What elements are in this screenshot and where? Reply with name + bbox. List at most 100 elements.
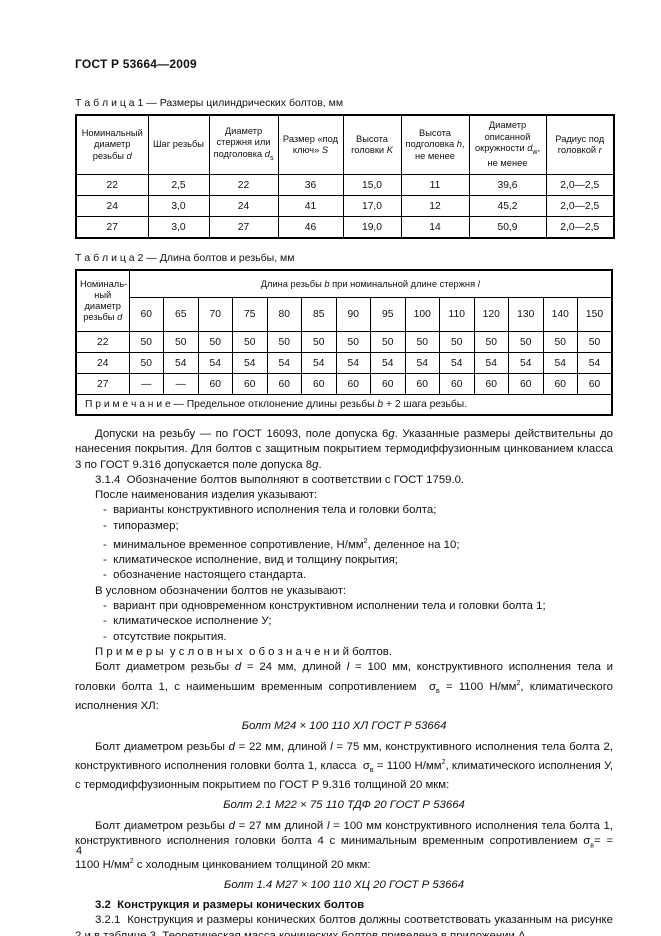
table1-header-cell: Диаметр описанной окружности dw, не мене… bbox=[468, 114, 547, 175]
table2-cell: 50 bbox=[128, 352, 164, 374]
table2-cell: 50 bbox=[335, 331, 371, 353]
table2-diameter-cell: 24 bbox=[75, 352, 130, 374]
table1-cell: 45,2 bbox=[468, 195, 547, 217]
table2-cell: 50 bbox=[577, 331, 613, 353]
examples-heading: П р и м е р ы у с л о в н ы х о б о з н … bbox=[95, 645, 393, 658]
table2-cell: 54 bbox=[163, 352, 199, 374]
table2-length-header: 120 bbox=[473, 297, 509, 332]
table2-cell: 60 bbox=[232, 373, 268, 395]
table1-header-cell: Высота головки K bbox=[342, 114, 402, 175]
table2-cell: 50 bbox=[232, 331, 268, 353]
paragraph: 3.2.1 Конструкция и размеры конических б… bbox=[75, 914, 613, 936]
paragraph: Допуски на резьбу — по ГОСТ 16093, поле … bbox=[75, 428, 613, 471]
table2-row: 22 50 50 50 50 50 50 50 50 50 50 50 50 5… bbox=[75, 331, 613, 353]
table2-cell: 50 bbox=[301, 331, 337, 353]
table2-cell: — bbox=[128, 373, 164, 395]
table2-note-row: П р и м е ч а н и е — Предельное отклоне… bbox=[75, 394, 613, 416]
table2-cell: 50 bbox=[542, 331, 578, 353]
table2-cell: 50 bbox=[370, 331, 406, 353]
table2-span-header: Длина резьбы b при номинальной длине сте… bbox=[128, 269, 613, 298]
list-item: - типоразмер; bbox=[103, 519, 179, 532]
designation-example: Болт 1.4 М27 × 100 110 ХЦ 20 ГОСТ Р 5366… bbox=[223, 878, 465, 891]
paragraph: 3.1.4 Обозначение болтов выполняют в соо… bbox=[95, 473, 465, 486]
paragraph: В условном обозначении болтов не указыва… bbox=[95, 584, 347, 597]
table2-length-header: 85 bbox=[301, 297, 337, 332]
table2-row: 24 50 54 54 54 54 54 54 54 54 54 54 54 5… bbox=[75, 352, 613, 374]
table2-header-row: Номиналь-ный диаметр резьбы d Длина резь… bbox=[75, 269, 613, 332]
table2-length-header: 100 bbox=[404, 297, 440, 332]
table1-cell: 19,0 bbox=[342, 216, 402, 239]
table2-cell: 60 bbox=[439, 373, 475, 395]
list-item: - вариант при одновременном конструктивн… bbox=[103, 600, 546, 613]
table1-cylindrical-bolt-dimensions: Номинальный диаметр резьбы d Шаг резьбы … bbox=[75, 114, 615, 239]
table2-cell: 60 bbox=[542, 373, 578, 395]
table2-cell: 50 bbox=[266, 331, 302, 353]
table2-cell: 50 bbox=[128, 331, 164, 353]
table2-cell: 50 bbox=[404, 331, 440, 353]
table2-cell: 60 bbox=[404, 373, 440, 395]
table1-cell: 27 bbox=[75, 216, 149, 239]
table2-length-header: 95 bbox=[370, 297, 406, 332]
table2-cell: 54 bbox=[197, 352, 233, 374]
table2-cell: 60 bbox=[197, 373, 233, 395]
table2-cell: 60 bbox=[473, 373, 509, 395]
table2-cell: 60 bbox=[370, 373, 406, 395]
table2-cell: 54 bbox=[542, 352, 578, 374]
table1-cell: 12 bbox=[400, 195, 470, 217]
table2-cell: 54 bbox=[473, 352, 509, 374]
table2-row: 27 — — 60 60 60 60 60 60 60 60 60 60 60 … bbox=[75, 373, 613, 395]
list-item: - климатическое исполнение, вид и толщин… bbox=[103, 554, 398, 567]
table1-cell: 2,5 bbox=[147, 174, 210, 196]
table1-header-cell: Высота подголовка h, не менее bbox=[400, 114, 470, 175]
table2-bolt-thread-lengths: Номиналь-ный диаметр резьбы d Длина резь… bbox=[75, 269, 613, 416]
table2-cell: 60 bbox=[577, 373, 613, 395]
table2-cell: 60 bbox=[508, 373, 544, 395]
table1-caption: Т а б л и ц а 1 — Размеры цилиндрических… bbox=[75, 97, 344, 109]
table1-cell: 24 bbox=[208, 195, 279, 217]
table1-cell: 27 bbox=[208, 216, 279, 239]
table1-header-cell: Диаметр стержня или подголовка ds bbox=[208, 114, 279, 175]
paragraph: Болт диаметром резьбы d = 27 мм длиной l… bbox=[75, 819, 613, 871]
table2-cell: 50 bbox=[473, 331, 509, 353]
table2-cell: 50 bbox=[163, 331, 199, 353]
table2-length-header: 140 bbox=[542, 297, 578, 332]
table1-cell: 22 bbox=[75, 174, 149, 196]
table2-length-header: 150 bbox=[577, 297, 613, 332]
table2-cell: 54 bbox=[404, 352, 440, 374]
table2-caption: Т а б л и ц а 2 — Длина болтов и резьбы,… bbox=[75, 252, 295, 264]
table2-diameter-cell: 27 bbox=[75, 373, 130, 395]
table1-cell: 2,0—2,5 bbox=[545, 195, 615, 217]
table1-cell: 11 bbox=[400, 174, 470, 196]
table1-cell: 2,0—2,5 bbox=[545, 216, 615, 239]
table2-length-header: 130 bbox=[508, 297, 544, 332]
section-heading-3-2: 3.2 Конструкция и размеры конических бол… bbox=[95, 899, 365, 912]
table1-cell: 2,0—2,5 bbox=[545, 174, 615, 196]
table2-length-header-row: 60 65 70 75 80 85 90 95 100 110 120 130 … bbox=[76, 297, 613, 332]
table1-cell: 22 bbox=[208, 174, 279, 196]
paragraph: Болт диаметром резьбы d = 22 мм, длиной … bbox=[75, 740, 613, 792]
table2-cell: 54 bbox=[266, 352, 302, 374]
table2-cell: 50 bbox=[439, 331, 475, 353]
table2-length-header: 75 bbox=[232, 297, 268, 332]
table1-cell: 17,0 bbox=[342, 195, 402, 217]
table1-header-row: Номинальный диаметр резьбы d Шаг резьбы … bbox=[75, 114, 615, 175]
table2-cell: — bbox=[163, 373, 199, 395]
table1-row: 27 3,0 27 46 19,0 14 50,9 2,0—2,5 bbox=[75, 216, 615, 239]
list-item: - отсутствие покрытия. bbox=[103, 630, 227, 643]
table1-cell: 15,0 bbox=[342, 174, 402, 196]
table1-cell: 14 bbox=[400, 216, 470, 239]
table1-header-cell: Размер «под ключ» S bbox=[277, 114, 344, 175]
table2-cell: 50 bbox=[197, 331, 233, 353]
table2-cell: 54 bbox=[301, 352, 337, 374]
table2-cell: 54 bbox=[370, 352, 406, 374]
table1-row: 24 3,0 24 41 17,0 12 45,2 2,0—2,5 bbox=[75, 195, 615, 217]
table1-cell: 39,6 bbox=[468, 174, 547, 196]
table1-cell: 50,9 bbox=[468, 216, 547, 239]
table1-cell: 24 bbox=[75, 195, 149, 217]
page-number: 4 bbox=[76, 845, 83, 857]
page-content: ГОСТ Р 53664—2009 Т а б л и ц а 1 — Разм… bbox=[75, 0, 615, 936]
table2-cell: 54 bbox=[232, 352, 268, 374]
standard-code: ГОСТ Р 53664—2009 bbox=[75, 57, 197, 71]
table2-cell: 60 bbox=[301, 373, 337, 395]
